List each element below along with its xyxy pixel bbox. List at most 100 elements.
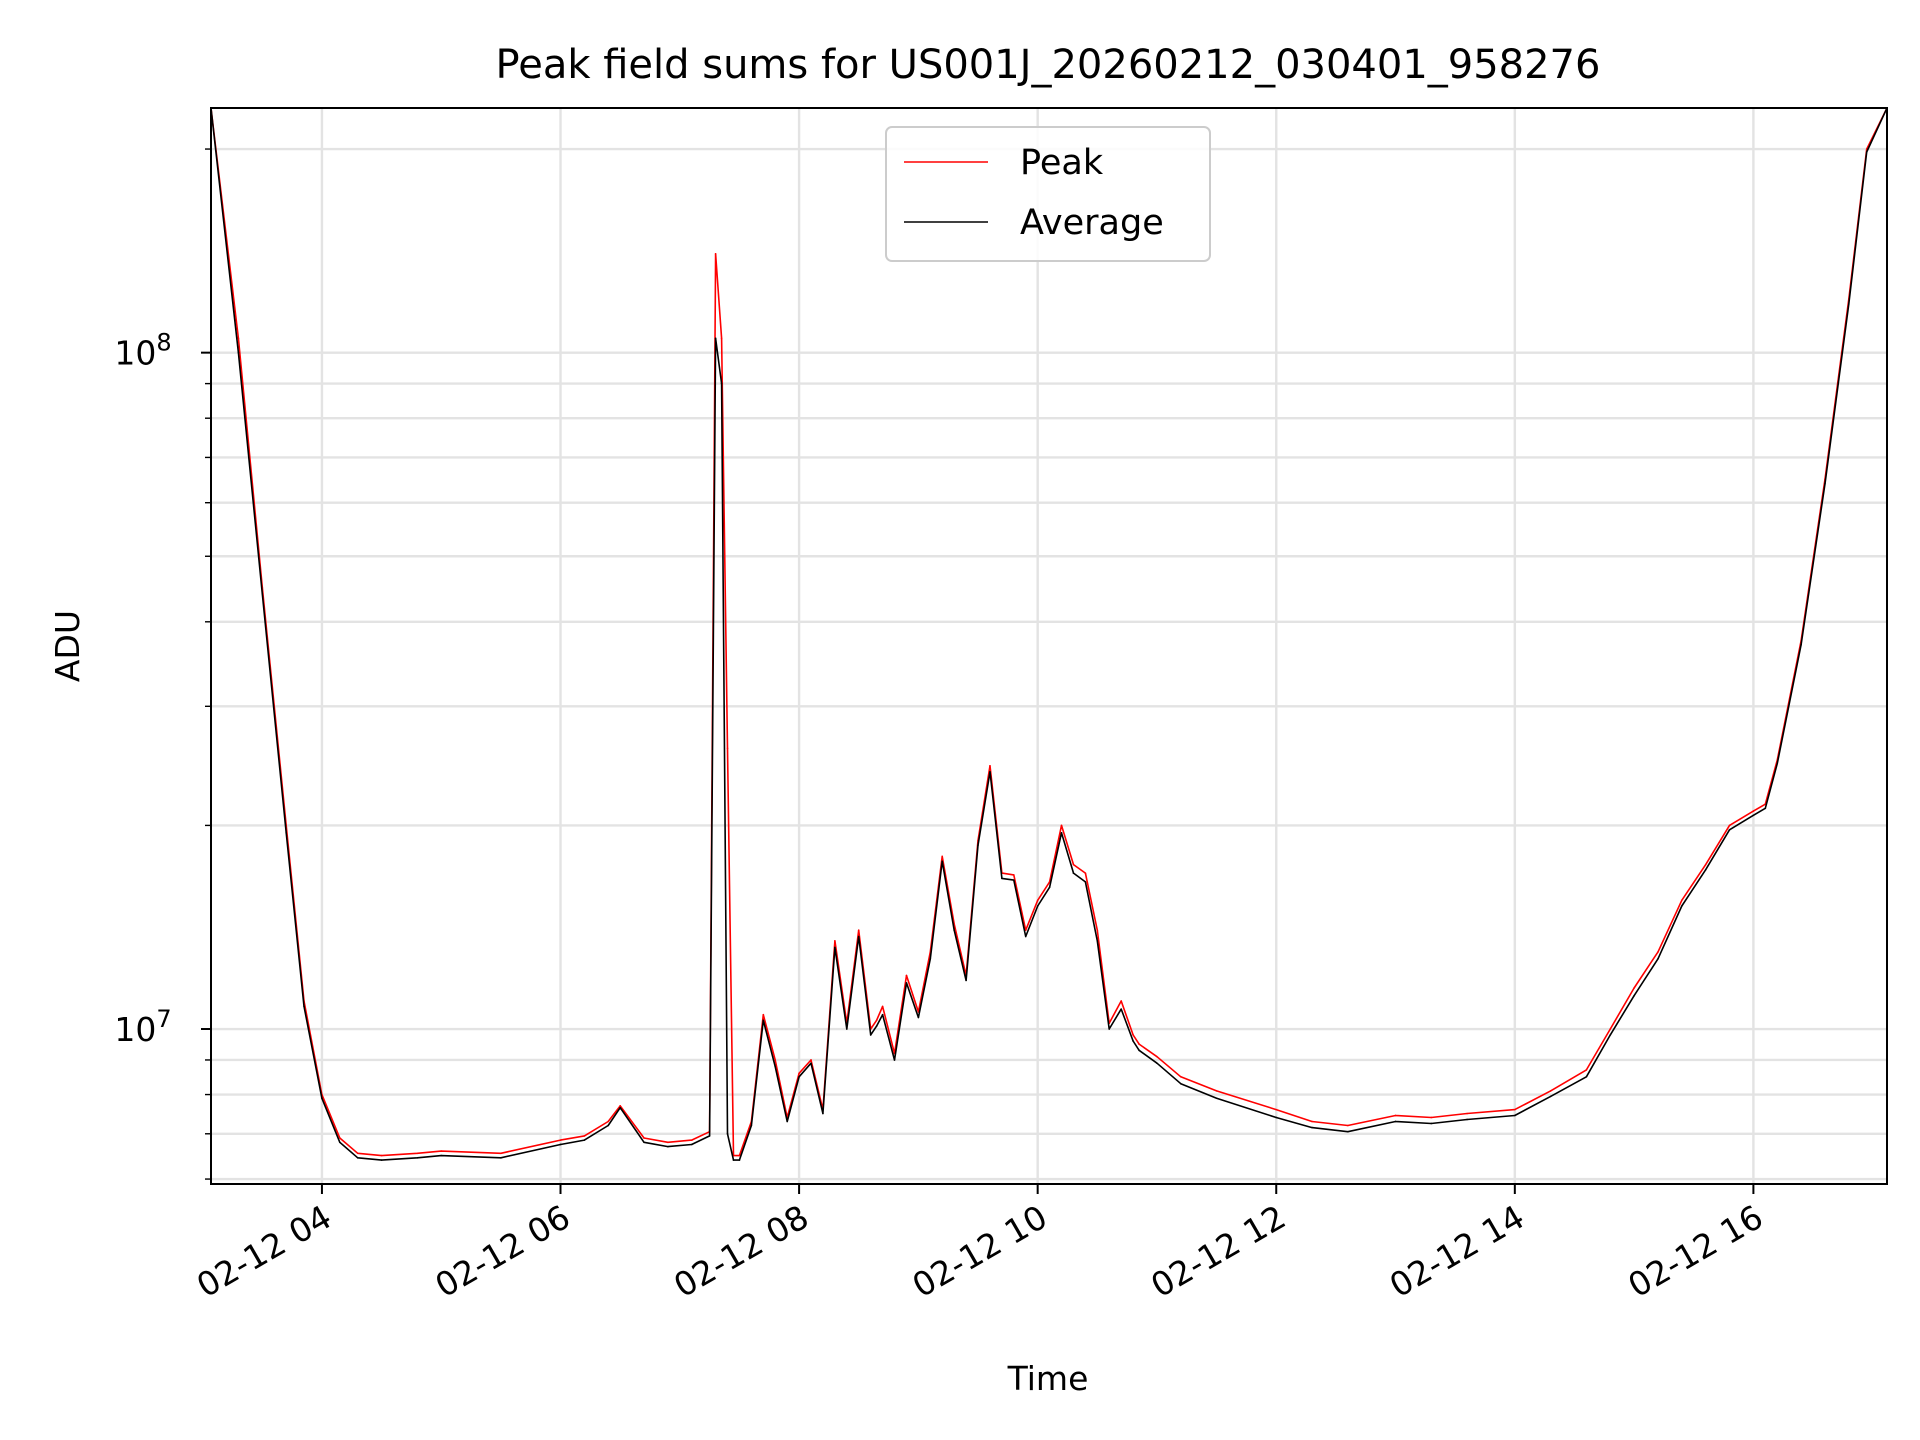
data-point <box>1024 935 1027 938</box>
data-point <box>1466 1118 1468 1121</box>
series-average <box>210 107 1888 1161</box>
data-point <box>869 1034 872 1036</box>
data-point <box>750 1124 753 1127</box>
data-point <box>1585 1069 1588 1071</box>
chart-title: Peak field sums for US001J_20260212_0304… <box>496 42 1601 88</box>
data-point <box>1120 1000 1122 1002</box>
data-point <box>1138 1049 1140 1052</box>
y-axis-label: ADU <box>48 610 87 682</box>
data-point <box>416 1157 419 1159</box>
data-point <box>881 1013 884 1016</box>
data-point <box>905 982 908 984</box>
x-tick-label: 02-12 04 <box>190 1197 338 1305</box>
series-line-average <box>211 108 1887 1161</box>
data-point <box>261 593 264 595</box>
data-point <box>834 940 836 942</box>
data-point <box>237 337 240 340</box>
data-point <box>1215 1090 1218 1092</box>
data-point <box>810 1059 812 1061</box>
data-point <box>708 1135 711 1137</box>
series-line-peak <box>211 108 1887 1157</box>
data-point <box>1681 899 1683 902</box>
data-point <box>1514 1114 1516 1117</box>
data-point <box>1728 829 1731 831</box>
data-point <box>1072 872 1075 874</box>
data-point <box>500 1152 502 1155</box>
data-point <box>774 1065 777 1068</box>
x-tick-label: 02-12 12 <box>1144 1197 1292 1305</box>
data-point <box>380 1159 383 1161</box>
data-point <box>1096 929 1099 931</box>
data-point <box>1013 879 1015 881</box>
data-point <box>881 1005 884 1008</box>
data-point <box>440 1154 443 1157</box>
data-point <box>953 929 955 931</box>
data-point <box>1776 762 1779 765</box>
data-point <box>1609 1034 1612 1036</box>
data-point <box>1036 899 1039 902</box>
data-point <box>583 1139 586 1141</box>
data-point <box>285 832 287 834</box>
legend-box <box>885 126 1211 262</box>
data-point <box>1430 1122 1433 1125</box>
data-point <box>917 1016 920 1019</box>
data-point <box>667 1145 669 1148</box>
data-point <box>1865 151 1868 153</box>
data-point <box>1024 929 1027 931</box>
x-tick-label: 02-12 10 <box>906 1197 1054 1305</box>
series-peak <box>210 107 1888 1157</box>
data-point <box>1156 1055 1158 1058</box>
data-point <box>1120 1008 1122 1010</box>
data-point <box>559 1139 562 1141</box>
data-point <box>416 1152 419 1155</box>
data-point <box>1681 905 1683 907</box>
data-point <box>1347 1124 1349 1127</box>
data-point <box>1060 824 1063 827</box>
legend-label-average: Average <box>1020 203 1164 243</box>
data-point <box>857 935 860 938</box>
y-tick-label: 107 <box>114 1005 171 1049</box>
data-point <box>643 1137 645 1139</box>
data-point <box>786 1120 788 1123</box>
legend: Peak Average <box>885 126 1211 262</box>
data-point <box>1084 872 1087 874</box>
data-point <box>1824 482 1826 485</box>
data-point <box>619 1106 621 1109</box>
data-point <box>1514 1108 1516 1111</box>
data-point <box>1096 940 1099 942</box>
axis-ticks: 02-12 04 02-12 06 02-12 08 02-12 10 02-12 12… <box>114 148 1769 1305</box>
data-point <box>1609 1028 1612 1030</box>
data-point <box>732 1159 735 1161</box>
data-point <box>303 1005 305 1008</box>
x-tick-label: 02-12 08 <box>667 1197 815 1305</box>
data-point <box>1704 868 1707 871</box>
data-point <box>1633 987 1635 989</box>
data-point <box>875 1019 878 1022</box>
data-point <box>690 1139 693 1141</box>
data-point <box>690 1143 693 1146</box>
data-point <box>1657 958 1659 960</box>
data-point <box>1013 874 1015 876</box>
data-point <box>1180 1082 1182 1085</box>
data-point <box>977 844 979 846</box>
data-point <box>893 1059 896 1061</box>
data-point <box>356 1157 359 1159</box>
data-point <box>1764 807 1767 810</box>
x-tick-label: 02-12 06 <box>429 1197 577 1305</box>
data-point <box>1752 814 1755 817</box>
data-point <box>941 855 944 858</box>
data-point <box>1347 1130 1349 1133</box>
data-point <box>1180 1075 1182 1078</box>
data-point <box>500 1157 502 1159</box>
data-point <box>834 946 836 949</box>
grid <box>211 108 1887 1184</box>
data-point <box>726 747 729 750</box>
data-point <box>559 1143 562 1146</box>
data-point <box>1311 1120 1313 1123</box>
data-point <box>1215 1097 1218 1100</box>
data-point <box>1138 1043 1140 1045</box>
data-point <box>583 1135 586 1137</box>
data-point <box>1001 877 1003 880</box>
data-point <box>1048 886 1051 889</box>
